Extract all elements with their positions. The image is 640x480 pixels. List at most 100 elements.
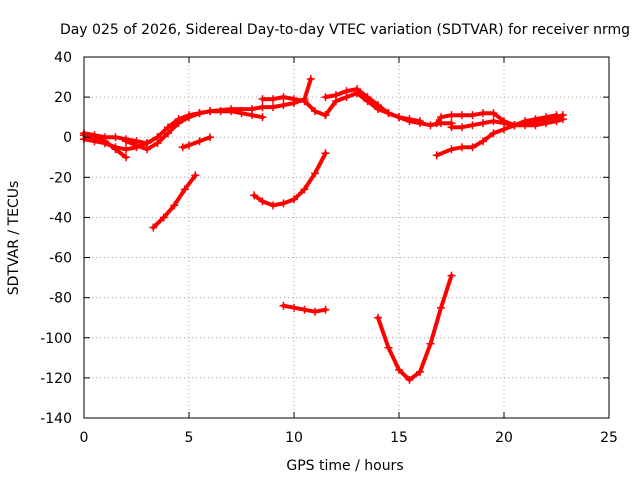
data-point <box>468 143 477 152</box>
data-point <box>432 151 441 160</box>
data-point <box>374 313 382 322</box>
data-point <box>290 195 298 204</box>
y-tick-label: -120 <box>40 371 72 387</box>
x-axis-label: GPS time / hours <box>286 458 403 474</box>
data-point <box>542 119 550 128</box>
data-point <box>321 149 330 158</box>
data-point <box>248 105 256 114</box>
data-point <box>395 113 403 122</box>
data-point <box>258 95 267 104</box>
data-point <box>447 145 456 154</box>
data-point <box>426 121 435 130</box>
data-point <box>416 367 424 376</box>
data-point <box>500 119 508 128</box>
data-point <box>489 109 498 118</box>
data-point <box>300 97 309 106</box>
data-point <box>374 101 382 110</box>
data-point <box>426 339 435 348</box>
data-point <box>269 103 277 112</box>
axis-ticks: 0 5 10 15 20 25 -140 -120 -100 -80 -60 -40 -20 0 20 40 <box>40 50 618 446</box>
data-point <box>510 121 519 130</box>
data-point <box>321 305 330 314</box>
data-point <box>153 139 162 148</box>
data-point <box>489 117 498 126</box>
data-point <box>458 143 466 152</box>
data-point <box>279 93 288 102</box>
data-point <box>279 199 288 208</box>
data-point <box>170 201 179 210</box>
data-point <box>363 93 372 102</box>
y-tick-label: -100 <box>40 331 72 347</box>
data-point <box>468 111 477 120</box>
x-tick-label: 25 <box>600 430 618 446</box>
data-point <box>321 93 330 102</box>
data-point <box>458 111 466 120</box>
data-point <box>101 133 109 142</box>
data-series <box>80 75 567 384</box>
data-point <box>185 141 193 150</box>
data-point <box>447 123 456 132</box>
data-point <box>531 121 540 130</box>
data-point <box>479 109 487 118</box>
data-point <box>290 95 298 104</box>
series-arc-10 <box>323 87 422 124</box>
data-point <box>300 305 309 314</box>
y-tick-label: -80 <box>49 291 72 307</box>
data-point <box>447 271 456 280</box>
data-point <box>111 143 120 152</box>
data-point <box>416 117 424 126</box>
data-point <box>258 103 267 112</box>
data-point <box>279 101 288 110</box>
data-point <box>558 115 567 124</box>
y-tick-label: -60 <box>49 251 72 267</box>
x-tick-label: 10 <box>285 430 303 446</box>
x-tick-label: 20 <box>495 430 513 446</box>
data-point <box>195 137 204 146</box>
data-point <box>479 119 487 128</box>
data-point <box>185 113 193 122</box>
series-arc-7 <box>252 151 328 208</box>
data-point <box>306 75 315 84</box>
y-tick-label: -140 <box>40 411 72 427</box>
data-point <box>206 133 214 142</box>
data-point <box>143 145 151 154</box>
y-tick-label: 20 <box>54 90 72 106</box>
x-tick-label: 0 <box>80 430 89 446</box>
data-point <box>122 145 130 154</box>
data-point <box>384 109 393 118</box>
data-point <box>258 113 267 122</box>
data-point <box>332 91 340 100</box>
data-point <box>90 131 99 140</box>
data-point <box>458 123 466 132</box>
data-point <box>122 137 130 146</box>
data-point <box>269 95 277 104</box>
chart-title: Day 025 of 2026, Sidereal Day-to-day VTE… <box>60 22 630 38</box>
data-point <box>405 115 414 124</box>
data-point <box>311 169 319 178</box>
data-point <box>468 121 477 130</box>
data-point <box>178 143 187 152</box>
data-point <box>405 375 414 384</box>
data-point <box>269 201 277 210</box>
data-point <box>521 121 529 130</box>
data-point <box>122 153 130 162</box>
data-point <box>191 171 200 180</box>
data-point <box>300 185 309 194</box>
data-point <box>432 119 441 128</box>
series-arc-12 <box>376 273 454 382</box>
x-tick-label: 15 <box>390 430 408 446</box>
data-point <box>321 111 330 120</box>
data-point <box>384 343 393 352</box>
data-point <box>395 365 403 374</box>
data-point <box>227 105 235 114</box>
data-point <box>174 119 183 128</box>
x-tick-label: 5 <box>185 430 194 446</box>
data-point <box>164 129 172 138</box>
data-point <box>206 107 214 116</box>
data-point <box>111 133 120 142</box>
data-point <box>489 129 498 138</box>
series-arc-9 <box>323 91 454 128</box>
data-point <box>437 303 445 312</box>
grid-lines <box>84 57 609 418</box>
